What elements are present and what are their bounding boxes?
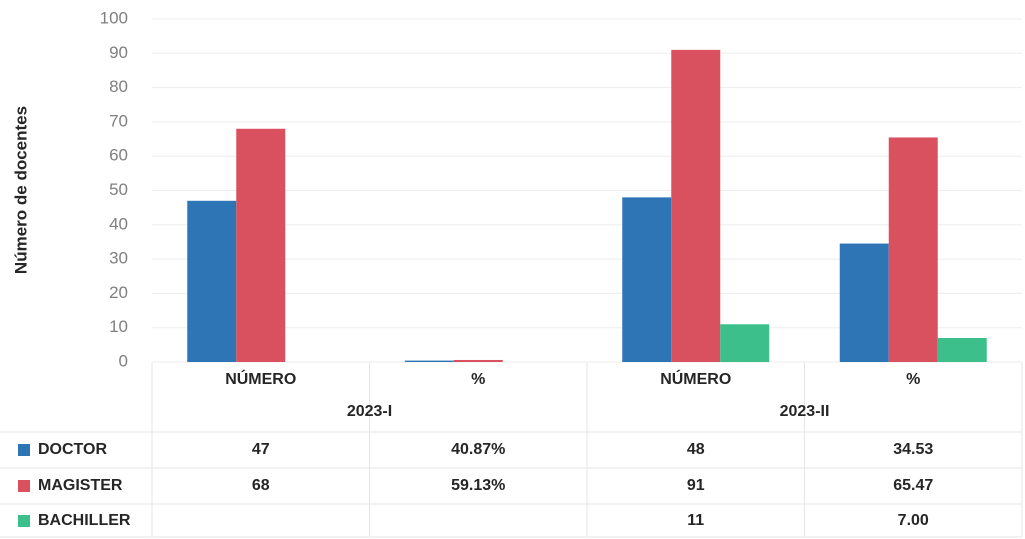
y-tick-label: 70 xyxy=(109,111,128,130)
bar xyxy=(888,137,938,362)
table-cell: 68 xyxy=(252,477,270,494)
table-cell: 7.00 xyxy=(898,512,929,529)
table-cell: 47 xyxy=(252,441,270,458)
bar xyxy=(937,337,987,362)
table-cell: 91 xyxy=(687,477,705,494)
y-tick-label: 30 xyxy=(109,249,128,268)
bar xyxy=(671,49,721,363)
legend-label: MAGISTER xyxy=(38,477,123,494)
y-tick-label: 90 xyxy=(109,43,128,62)
y-tick-label: 50 xyxy=(109,180,128,199)
y-tick-label: 20 xyxy=(109,283,128,302)
y-tick-label: 10 xyxy=(109,317,128,336)
bar xyxy=(453,359,503,362)
y-tick-label: 60 xyxy=(109,146,128,165)
bar xyxy=(839,243,889,362)
bar xyxy=(622,197,672,362)
y-tick-label: 100 xyxy=(100,8,128,27)
bar xyxy=(404,360,454,362)
table-cell: 65.47 xyxy=(893,477,933,494)
x-tick-label: % xyxy=(471,371,485,388)
table-cell: 40.87% xyxy=(451,441,505,458)
x-tick-label: NÚMERO xyxy=(225,369,296,388)
y-axis-label: Número de docentes xyxy=(11,106,30,274)
legend-key xyxy=(18,515,30,527)
y-tick-label: 80 xyxy=(109,77,128,96)
group-label: 2023-I xyxy=(347,403,392,420)
x-tick-label: % xyxy=(906,371,920,388)
group-label: 2023-II xyxy=(780,403,830,420)
y-tick-label: 0 xyxy=(119,351,128,370)
legend-label: DOCTOR xyxy=(38,441,107,458)
bar xyxy=(236,128,286,362)
table-cell: 34.53 xyxy=(893,441,933,458)
table-cell: 59.13% xyxy=(451,477,505,494)
table-cell: 11 xyxy=(687,512,704,529)
y-tick-label: 40 xyxy=(109,214,128,233)
legend-label: BACHILLER xyxy=(38,512,131,529)
x-tick-label: NÚMERO xyxy=(660,369,731,388)
table-cell: 48 xyxy=(687,441,705,458)
bar xyxy=(720,324,770,362)
legend-key xyxy=(18,444,30,456)
legend-key xyxy=(18,480,30,492)
bar xyxy=(187,200,237,362)
